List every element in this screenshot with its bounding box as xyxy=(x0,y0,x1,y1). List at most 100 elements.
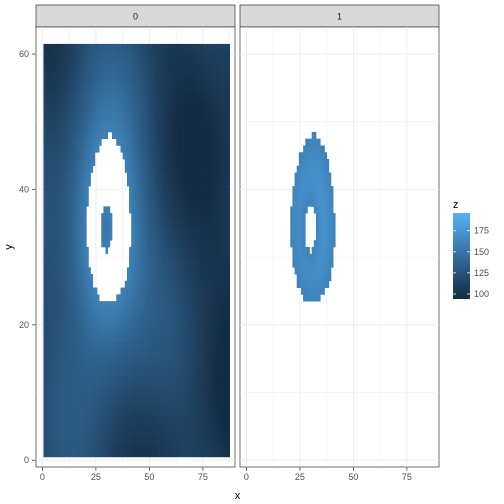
heat-cell xyxy=(69,450,72,458)
heat-cell xyxy=(159,253,162,261)
heat-cell xyxy=(60,287,64,295)
heat-cell xyxy=(186,314,190,322)
heat-cell xyxy=(214,159,218,167)
heat-cell xyxy=(47,423,51,431)
heat-cell xyxy=(218,395,222,404)
heat-cell xyxy=(216,233,220,241)
heat-cell xyxy=(171,57,175,65)
heat-cell xyxy=(159,402,162,410)
heat-cell xyxy=(171,436,175,444)
heat-cell xyxy=(47,226,51,234)
heat-cell xyxy=(148,199,151,207)
heat-cell xyxy=(178,233,181,241)
heat-cell xyxy=(82,260,85,268)
heat-cell xyxy=(82,341,85,349)
heat-cell xyxy=(139,199,143,207)
heat-cell xyxy=(101,423,104,431)
heat-cell xyxy=(116,301,119,309)
heat-cell xyxy=(90,402,94,410)
heat-cell xyxy=(182,125,186,133)
heat-cell xyxy=(88,429,91,437)
heat-cell xyxy=(84,416,87,424)
heat-cell xyxy=(133,335,136,343)
heat-cell xyxy=(88,382,91,390)
heat-cell xyxy=(129,443,132,451)
heat-cell xyxy=(210,98,213,106)
heat-cell xyxy=(191,91,194,99)
heat-cell xyxy=(73,307,76,316)
heat-cell xyxy=(199,186,203,194)
heat-cell xyxy=(45,145,49,153)
heat-cell xyxy=(107,429,111,437)
heat-cell xyxy=(122,335,126,343)
heat-cell xyxy=(43,450,46,458)
heat-cell xyxy=(152,64,156,72)
heat-cell xyxy=(105,436,109,444)
heat-cell xyxy=(206,335,209,343)
heat-cell xyxy=(144,450,147,458)
heat-cell xyxy=(52,443,55,451)
heat-cell xyxy=(148,165,151,173)
heat-cell xyxy=(60,443,64,451)
heat-cell xyxy=(90,71,94,79)
heat-cell xyxy=(111,402,115,410)
heat-cell xyxy=(161,98,164,106)
heat-cell xyxy=(150,159,153,167)
heat-cell xyxy=(122,423,126,431)
heat-cell xyxy=(159,395,162,404)
heat-cell xyxy=(52,172,55,180)
heat-cell xyxy=(154,375,158,383)
heat-cell xyxy=(62,443,66,451)
heat-cell xyxy=(197,118,201,126)
heat-cell xyxy=(49,125,53,133)
heat-cell xyxy=(54,213,57,221)
heat-cell xyxy=(101,104,104,112)
heat-cell xyxy=(137,172,141,180)
heat-cell xyxy=(148,287,151,295)
heat-cell xyxy=(184,125,188,133)
heat-cell xyxy=(150,355,153,363)
heat-cell xyxy=(47,382,51,390)
heat-cell xyxy=(178,436,181,444)
heat-cell xyxy=(148,274,151,282)
heat-cell xyxy=(49,145,53,153)
heat-cell xyxy=(111,368,115,376)
heat-cell xyxy=(165,280,168,288)
heat-cell xyxy=(86,314,89,322)
heat-cell xyxy=(171,423,175,431)
heat-cell xyxy=(71,43,74,52)
heat-cell xyxy=(86,382,89,390)
heat-cell xyxy=(114,98,117,106)
heat-cell xyxy=(214,429,218,437)
heat-cell xyxy=(176,57,179,65)
heat-cell xyxy=(193,389,196,397)
heat-cell xyxy=(154,165,158,173)
heat-cell xyxy=(195,213,198,221)
heat-cell xyxy=(163,287,166,295)
heat-cell xyxy=(56,443,59,451)
heat-cell xyxy=(186,98,190,106)
heat-cell xyxy=(122,436,126,444)
heat-cell xyxy=(92,335,96,343)
heat-cell xyxy=(109,71,113,79)
heat-cell xyxy=(223,77,226,85)
heat-cell xyxy=(221,429,224,437)
heat-cell xyxy=(131,328,134,336)
heat-cell xyxy=(82,43,85,52)
heat-cell xyxy=(218,165,222,173)
heat-cell xyxy=(152,287,156,295)
heat-cell xyxy=(58,240,61,248)
heat-cell xyxy=(214,402,218,410)
heat-cell xyxy=(182,131,186,140)
heat-cell xyxy=(146,267,149,275)
heat-cell xyxy=(227,389,231,397)
heat-cell xyxy=(156,395,160,404)
heat-cell xyxy=(131,301,134,309)
heat-cell xyxy=(84,118,87,126)
heat-cell xyxy=(92,314,96,322)
heat-cell xyxy=(144,159,147,167)
heat-cell xyxy=(203,395,207,404)
heat-cell xyxy=(49,71,53,79)
heat-cell xyxy=(161,186,164,194)
heat-cell xyxy=(60,429,64,437)
